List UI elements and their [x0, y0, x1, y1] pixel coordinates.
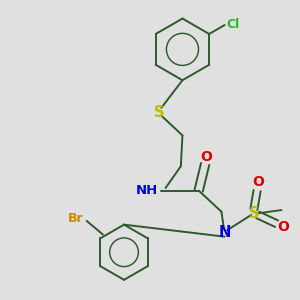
- Text: O: O: [252, 176, 264, 190]
- Text: NH: NH: [136, 184, 158, 197]
- Text: Cl: Cl: [226, 18, 239, 31]
- Text: S: S: [249, 206, 259, 221]
- Text: Br: Br: [68, 212, 83, 225]
- Text: O: O: [200, 150, 212, 164]
- Text: S: S: [154, 105, 165, 120]
- Text: N: N: [218, 225, 231, 240]
- Text: O: O: [277, 220, 289, 234]
